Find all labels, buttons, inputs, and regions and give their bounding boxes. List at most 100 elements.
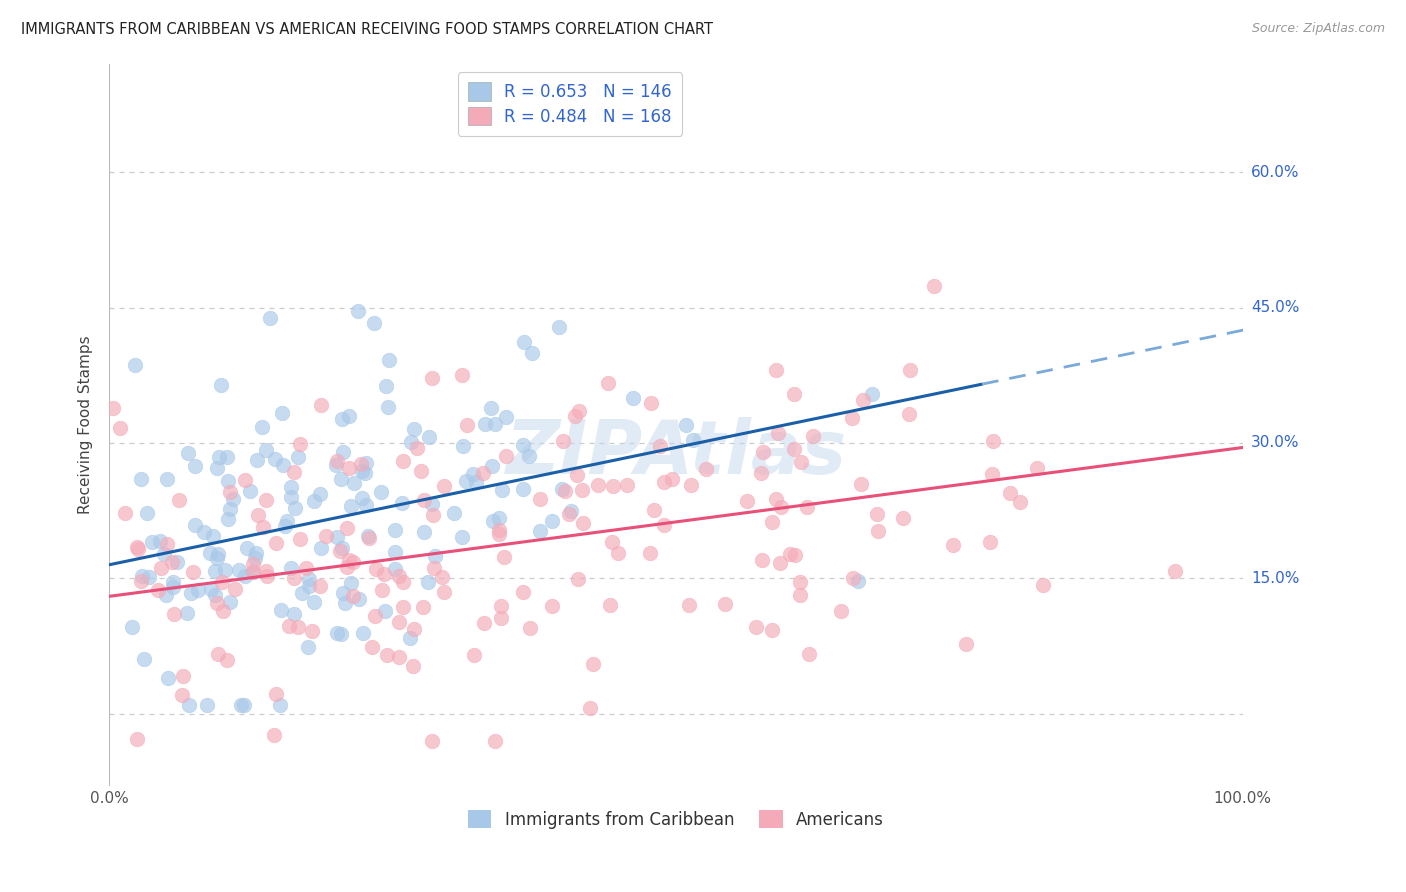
Point [866,507,889,521]
Text: ZIPAtlas: ZIPAtlas [505,417,846,491]
Text: 30.0%: 30.0% [1251,435,1299,450]
Point [208,450,231,465]
Point [357,528,380,542]
Point [280,490,302,504]
Point [402,422,425,436]
Point [269,698,291,712]
Point [357,531,380,545]
Point [391,496,413,510]
Y-axis label: Receiving Food Stamps: Receiving Food Stamps [79,335,93,514]
Point [166,555,188,569]
Point [598,376,620,390]
Point [599,599,621,613]
Point [232,698,254,712]
Point [922,278,945,293]
Point [239,483,262,498]
Point [129,472,152,486]
Point [602,479,624,493]
Point [270,406,292,420]
Point [138,570,160,584]
Point [406,441,429,455]
Text: Source: ZipAtlas.com: Source: ZipAtlas.com [1251,22,1385,36]
Point [205,596,228,610]
Point [564,409,586,423]
Point [211,575,233,590]
Point [315,529,337,543]
Point [264,535,287,549]
Point [519,621,541,635]
Point [172,669,194,683]
Point [217,450,239,465]
Point [373,567,395,582]
Point [350,458,373,472]
Point [276,514,298,528]
Point [423,561,446,575]
Point [284,501,307,516]
Point [146,582,169,597]
Point [489,599,512,614]
Point [288,533,311,547]
Point [202,528,225,542]
Point [162,575,184,590]
Point [616,478,638,492]
Point [430,570,453,584]
Point [768,425,790,440]
Point [451,368,474,382]
Point [551,434,574,448]
Point [797,647,820,661]
Point [852,392,875,407]
Point [423,549,446,563]
Point [214,563,236,577]
Point [783,442,806,456]
Point [270,603,292,617]
Point [422,508,444,523]
Point [695,462,717,476]
Point [751,553,773,567]
Point [384,562,406,576]
Point [461,467,484,481]
Point [796,500,818,514]
Point [163,607,186,621]
Point [779,547,801,561]
Point [981,434,1004,448]
Point [652,517,675,532]
Point [472,615,495,630]
Point [177,446,200,460]
Point [558,507,581,521]
Point [228,563,250,577]
Point [121,620,143,634]
Point [342,589,364,603]
Point [463,648,485,662]
Point [217,474,239,488]
Point [242,566,264,580]
Point [298,572,321,586]
Point [329,626,352,640]
Point [513,335,536,350]
Point [384,545,406,559]
Point [682,434,704,448]
Point [898,363,921,377]
Point [332,412,354,426]
Point [981,467,1004,482]
Text: 60.0%: 60.0% [1251,165,1299,180]
Point [551,483,574,497]
Point [416,575,439,590]
Point [236,541,259,556]
Point [512,483,534,497]
Point [412,525,434,540]
Point [801,429,824,443]
Point [790,455,813,469]
Point [325,626,347,640]
Point [277,619,299,633]
Point [638,546,661,560]
Point [541,599,564,614]
Point [333,596,356,610]
Point [600,535,623,549]
Point [308,486,330,500]
Point [842,571,865,585]
Point [1032,578,1054,592]
Point [301,624,323,638]
Point [149,560,172,574]
Point [897,407,920,421]
Point [325,458,347,473]
